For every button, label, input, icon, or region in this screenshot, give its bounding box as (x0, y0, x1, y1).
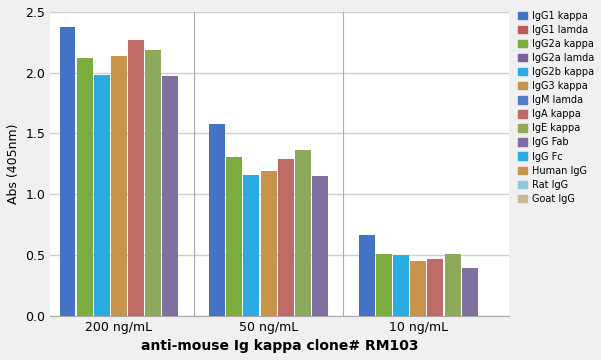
Bar (145, 50, 161, 316)
Bar (295, 150, 311, 316)
Bar (278, 159, 294, 316)
Bar (128, 40, 144, 316)
Bar (393, 255, 409, 316)
Bar (243, 175, 260, 316)
Bar (227, 157, 242, 316)
Bar (410, 261, 426, 316)
Bar (94, 75, 110, 316)
Bar (376, 254, 392, 316)
Bar (59, 27, 76, 316)
Bar (312, 176, 328, 316)
Bar (162, 76, 178, 316)
Bar (209, 124, 225, 316)
Bar (445, 254, 460, 316)
Bar (77, 58, 93, 316)
Y-axis label: Abs (405nm): Abs (405nm) (7, 123, 20, 204)
Bar (462, 268, 478, 316)
X-axis label: anti-mouse Ig kappa clone# RM103: anti-mouse Ig kappa clone# RM103 (141, 339, 418, 353)
Bar (111, 56, 127, 316)
Bar (427, 258, 444, 316)
Legend: IgG1 kappa, IgG1 lamda, IgG2a kappa, IgG2a lamda, IgG2b kappa, IgG3 kappa, IgM l: IgG1 kappa, IgG1 lamda, IgG2a kappa, IgG… (518, 11, 594, 204)
Bar (261, 171, 276, 316)
Bar (359, 235, 375, 316)
